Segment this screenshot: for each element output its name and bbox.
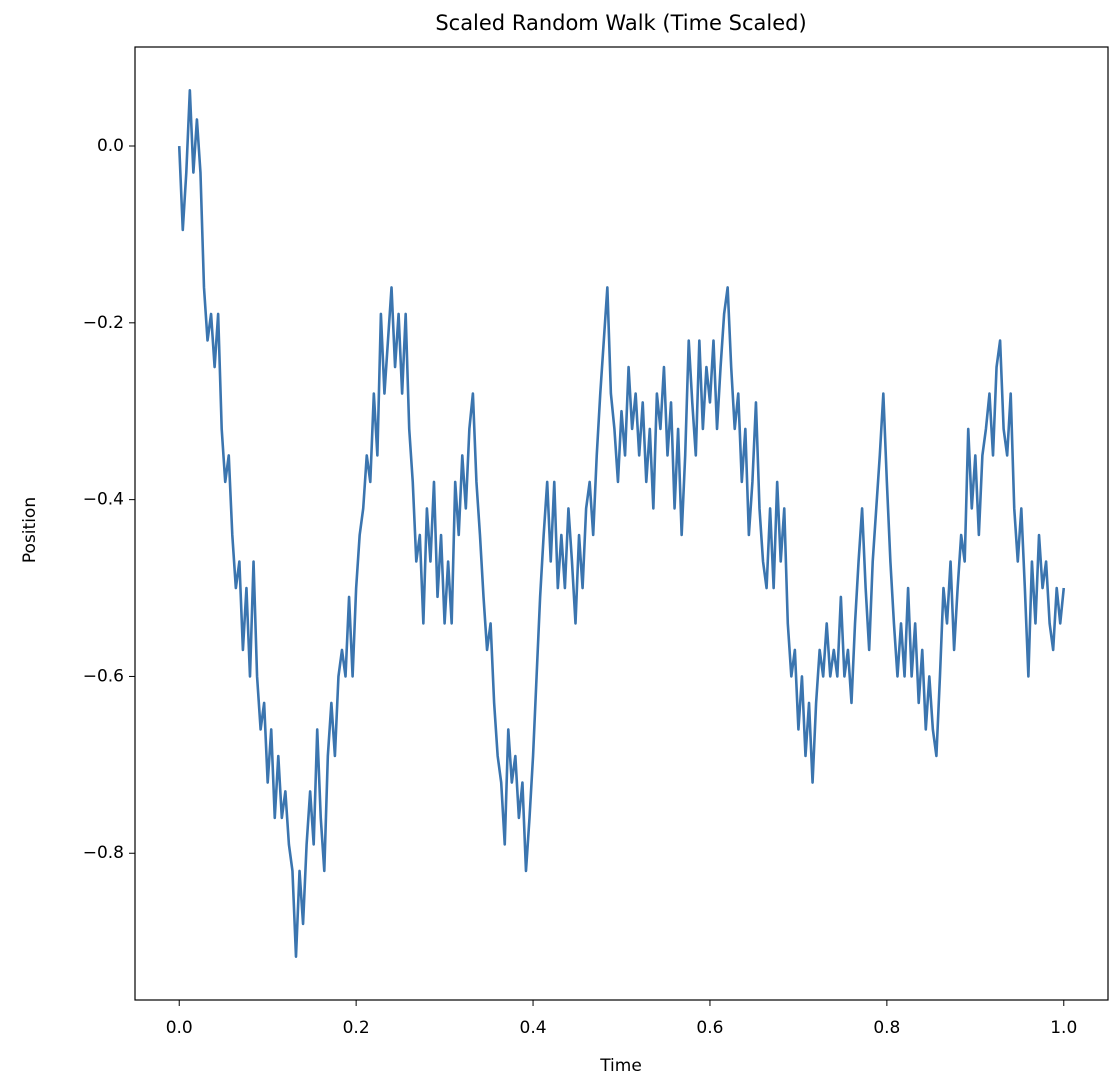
y-tick-label: −0.6 (83, 666, 124, 686)
walk-line (177, 89, 1066, 958)
chart-title: Scaled Random Walk (Time Scaled) (435, 11, 806, 35)
x-tick-label: 0.4 (520, 1018, 547, 1038)
x-tick-label: 0.6 (696, 1018, 723, 1038)
y-tick-label: −0.8 (83, 843, 124, 863)
x-tick-label: 0.8 (873, 1018, 900, 1038)
x-axis-label: Time (599, 1056, 642, 1076)
x-tick-label: 0.2 (343, 1018, 370, 1038)
y-axis-label: Position (20, 497, 40, 563)
x-tick-label: 0.0 (166, 1018, 193, 1038)
x-tick-label: 1.0 (1050, 1018, 1077, 1038)
y-tick-label: −0.2 (83, 313, 124, 333)
y-tick-label: 0.0 (97, 136, 124, 156)
y-tick-label: −0.4 (83, 490, 124, 510)
plot-frame (134, 46, 1109, 1001)
